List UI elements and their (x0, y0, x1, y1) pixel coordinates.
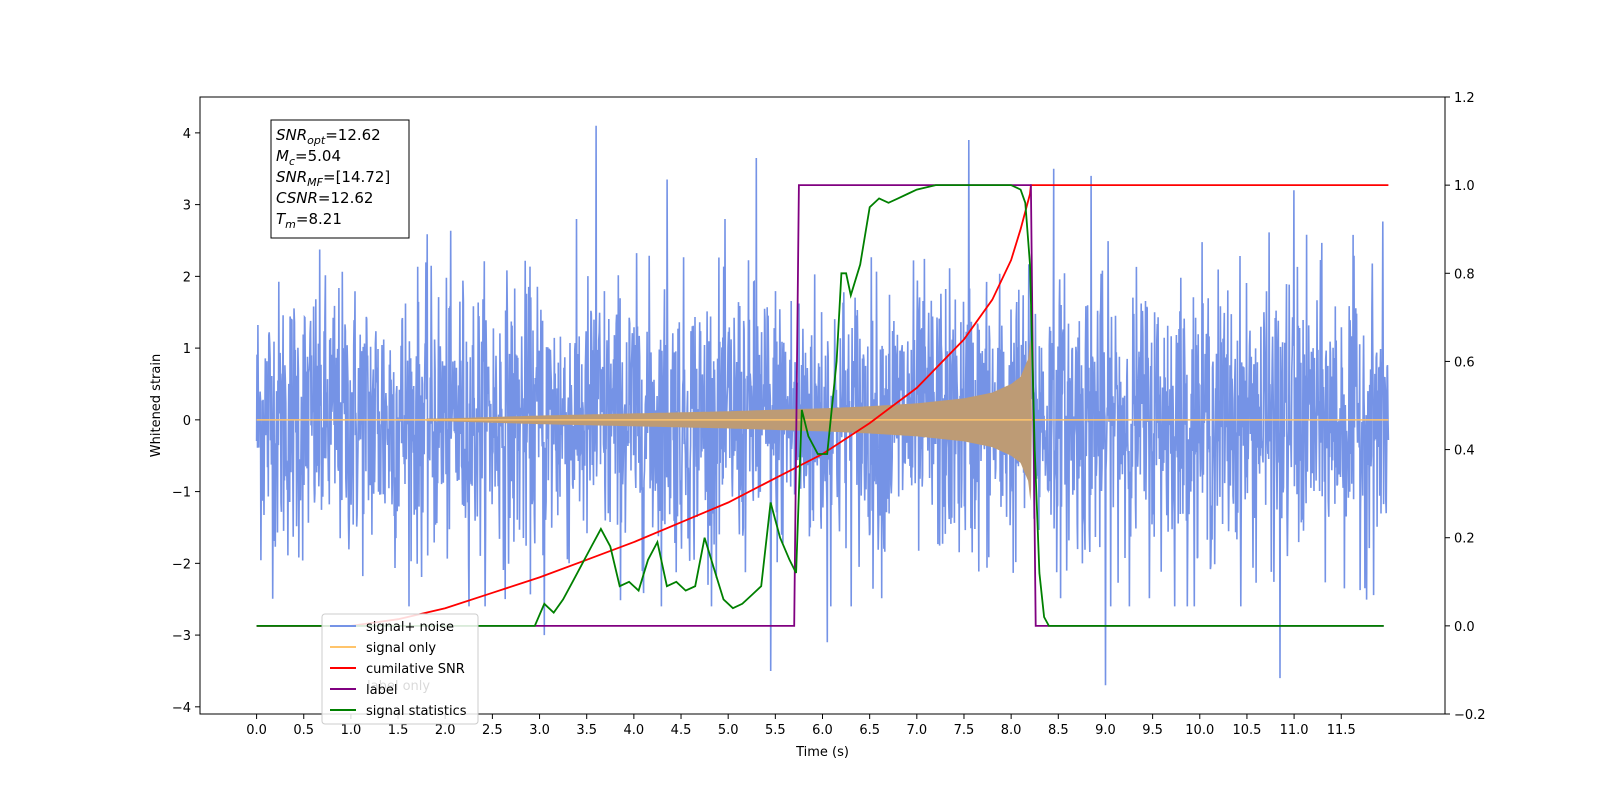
y-tick-label-left: 0 (183, 414, 191, 429)
x-tick-label: 2.0 (435, 723, 456, 738)
stat-line: SNRopt=12.62 (276, 126, 381, 147)
x-tick-label: 7.0 (906, 723, 927, 738)
y-tick-label-right: 1.0 (1454, 179, 1475, 194)
y-tick-label-left: −3 (172, 629, 191, 644)
x-tick-label: 3.5 (576, 723, 597, 738)
stat-line: SNRMF=[14.72] (276, 168, 390, 189)
y-tick-label-left: −2 (172, 557, 191, 572)
y-tick-label-left: 2 (183, 270, 191, 285)
y-tick-label-right: 0.2 (1454, 532, 1475, 547)
legend-frame (321, 613, 479, 725)
x-axis-label: Time (s) (795, 745, 849, 760)
stat-line: CSNR=12.62 (276, 189, 373, 207)
x-tick-label: 0.5 (293, 723, 314, 738)
x-tick-label: 10.0 (1185, 723, 1214, 738)
x-tick-label: 3.0 (529, 723, 550, 738)
x-tick-label: 9.0 (1095, 723, 1116, 738)
y-tick-label-right: 0.4 (1454, 444, 1475, 459)
axes: 0.0 0.5 1.0 1.5 2.0 2.5 3.0 3.5 4.0 4.5 5.0 5.5 6.0 6… (172, 91, 1486, 738)
stats-box: SNRopt=12.62Mc=5.04SNRMF=[14.72]CSNR=12.… (270, 119, 410, 239)
x-tick-label: 11.5 (1327, 723, 1356, 738)
x-tick-label: 6.5 (859, 723, 880, 738)
x-tick-label: 2.5 (482, 723, 503, 738)
legend-label: label (366, 683, 397, 698)
x-tick-label: 9.5 (1142, 723, 1163, 738)
y-tick-label-right: 0.8 (1454, 267, 1475, 282)
y-tick-label-right: 0.6 (1454, 355, 1475, 370)
y-tick-label-left: −1 (172, 486, 191, 501)
legend-label: cumilative SNR (366, 662, 465, 677)
y-tick-label-left: −4 (172, 701, 191, 716)
legend-label: signal+ noise (366, 620, 454, 635)
plot-area (255, 125, 1390, 686)
x-tick-label: 11.0 (1280, 723, 1309, 738)
legend-label: signal only (366, 641, 436, 656)
x-tick-label: 7.5 (954, 723, 975, 738)
y-axis-label-left: Whitened strain (149, 354, 164, 457)
y-tick-label-right: 0.0 (1454, 620, 1475, 635)
x-tick-label: 0.0 (246, 723, 267, 738)
x-tick-label: 1.5 (388, 723, 409, 738)
x-tick-label: 10.5 (1232, 723, 1261, 738)
y-tick-label-right: −0.2 (1454, 708, 1486, 723)
legend-label: signal statistics (366, 704, 467, 719)
y-tick-label-left: 1 (183, 342, 191, 357)
x-tick-label: 6.0 (812, 723, 833, 738)
y-tick-label-right: 1.2 (1454, 91, 1475, 106)
series-cumilative-snr (256, 184, 1389, 627)
x-tick-label: 8.0 (1001, 723, 1022, 738)
stat-line: Mc=5.04 (276, 147, 341, 168)
x-tick-label: 5.0 (718, 723, 739, 738)
x-tick-label: 4.0 (624, 723, 645, 738)
x-tick-label: 8.5 (1048, 723, 1069, 738)
series-signal-noise (255, 125, 1390, 686)
x-tick-label: 1.0 (341, 723, 362, 738)
x-tick-label: 5.5 (765, 723, 786, 738)
y-tick-label-left: 4 (183, 127, 191, 142)
y-tick-label-left: 3 (183, 199, 191, 214)
series-signal-statistics (256, 184, 1384, 627)
stats-box-frame (270, 119, 410, 239)
x-tick-label: 4.5 (671, 723, 692, 738)
stat-line: Tm=8.21 (276, 210, 342, 231)
